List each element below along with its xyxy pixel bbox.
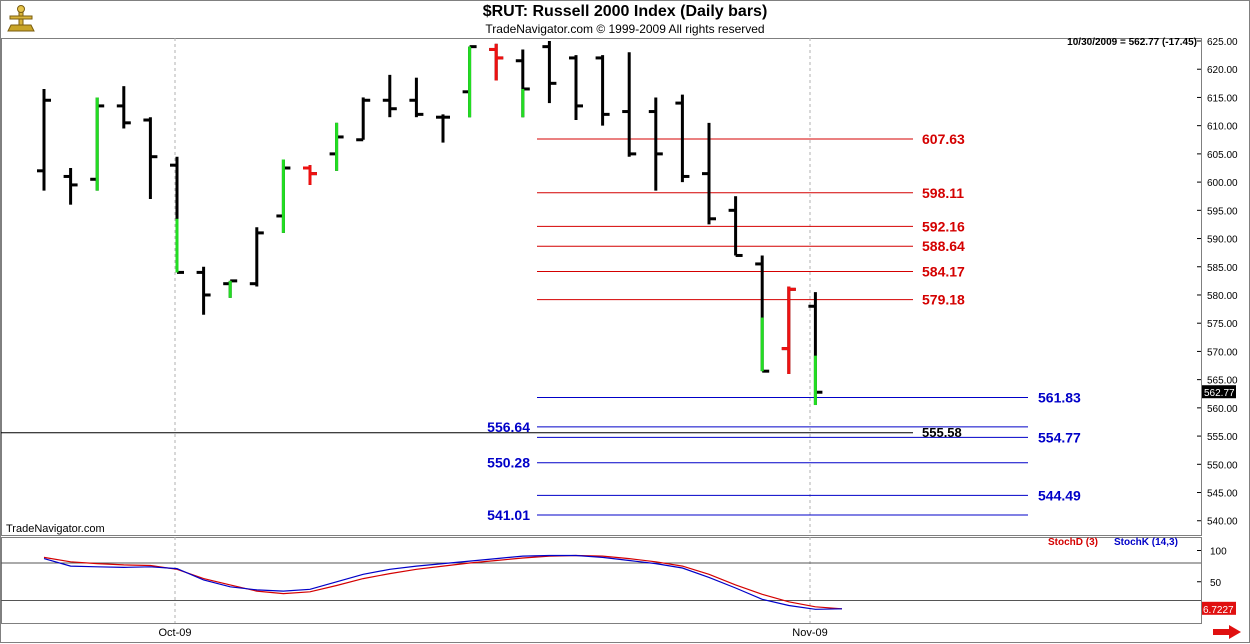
resistance-label: 579.18 [922, 292, 965, 308]
chart-title: $RUT: Russell 2000 Index (Daily bars) [482, 3, 768, 20]
copyright-text: TradeNavigator.com © 1999-2009 All right… [485, 22, 765, 36]
resistance-label: 598.11 [922, 185, 964, 201]
resistance-label: 584.17 [922, 263, 965, 279]
y-tick-label: 575.00 [1207, 319, 1238, 330]
y-tick-label: 615.00 [1207, 93, 1238, 104]
stoch-panel-border [1, 537, 1202, 624]
support-label: 544.49 [1038, 487, 1081, 503]
stoch-y-tick-label: 100 [1210, 547, 1227, 558]
stoch-series-line [43, 554, 843, 610]
ohlc-bar [249, 227, 264, 287]
y-tick-label: 560.00 [1207, 404, 1238, 415]
y-tick-label: 540.00 [1207, 517, 1238, 528]
ohlc-bar [143, 117, 158, 200]
y-tick-label: 620.00 [1207, 65, 1238, 76]
ohlc-bar [595, 55, 610, 126]
ohlc-bar [409, 77, 424, 118]
support-label: 556.64 [487, 419, 530, 435]
stoch-value-tag [1202, 601, 1236, 615]
ohlc-bar [648, 97, 663, 191]
ohlc-bar [515, 49, 530, 118]
ohlc-bar [170, 156, 184, 274]
y-tick-label: 595.00 [1207, 206, 1238, 217]
brand-label: TradeNavigator.com [6, 523, 105, 535]
ohlc-bar [37, 88, 51, 191]
ohlc-bar [755, 255, 770, 373]
ohlc-bar [808, 292, 823, 406]
ohlc-bar [781, 286, 796, 374]
resistance-label: 607.63 [922, 131, 965, 147]
ohlc-bar [196, 266, 211, 315]
stoch-series-line [43, 554, 843, 610]
ohlc-bar [436, 114, 450, 143]
ohlc-bar [702, 122, 716, 225]
ohlc-bar [382, 74, 397, 118]
y-tick-label: 610.00 [1207, 122, 1238, 133]
support-label: 561.83 [1038, 390, 1081, 406]
y-tick-label: 590.00 [1207, 235, 1238, 246]
legend-stochd: StochD (3) [1048, 537, 1098, 548]
resistance-label: 592.16 [922, 218, 965, 234]
y-tick-label: 570.00 [1207, 347, 1238, 358]
ohlc-bar [329, 122, 344, 171]
stoch-y-tick-label: 50 [1210, 578, 1222, 589]
y-tick-label: 545.00 [1207, 489, 1238, 500]
ohlc-bar [223, 279, 238, 298]
support-label: 550.28 [487, 455, 530, 471]
y-tick-label: 625.00 [1207, 37, 1238, 48]
y-tick-label: 580.00 [1207, 291, 1238, 302]
current-price-tag [1202, 385, 1236, 399]
y-tick-label: 585.00 [1207, 263, 1238, 274]
ohlc-bar [303, 165, 317, 185]
support-label: 541.01 [487, 507, 530, 523]
ohlc-bar [462, 45, 477, 118]
y-tick-label: 555.00 [1207, 432, 1238, 443]
price-panel-border [1, 38, 1202, 536]
y-tick-label: 550.00 [1207, 460, 1238, 471]
reference-label: 555.58 [922, 425, 962, 440]
support-label: 554.77 [1038, 429, 1081, 445]
last-price-info: 10/30/2009 = 562.77 (-17.45) [1067, 37, 1197, 48]
ohlc-bar [63, 167, 78, 205]
y-tick-label: 600.00 [1207, 178, 1238, 189]
ohlc-bar [90, 97, 105, 191]
ohlc-bar [675, 94, 690, 183]
resistance-label: 588.64 [922, 238, 965, 254]
ohlc-bar [569, 55, 583, 121]
ohlc-bar [542, 41, 557, 104]
ohlc-bar [489, 43, 504, 81]
scroll-right-arrow-icon[interactable] [1212, 625, 1242, 639]
ohlc-bar [622, 52, 637, 157]
legend-stochk: StochK (14,3) [1114, 537, 1178, 548]
ohlc-bar [728, 196, 743, 257]
ohlc-bar [276, 159, 291, 233]
ohlc-bar [116, 86, 131, 129]
current-price-tag-label: 562.77 [1204, 388, 1235, 399]
y-tick-label: 565.00 [1207, 376, 1238, 387]
x-tick-label: Oct-09 [158, 627, 191, 639]
x-tick-label: Nov-09 [792, 627, 827, 639]
y-tick-label: 605.00 [1207, 150, 1238, 161]
trade-navigator-logo-icon [4, 4, 38, 34]
stoch-value-tag-label: 6.7227 [1203, 605, 1234, 616]
ohlc-bar [356, 97, 371, 142]
